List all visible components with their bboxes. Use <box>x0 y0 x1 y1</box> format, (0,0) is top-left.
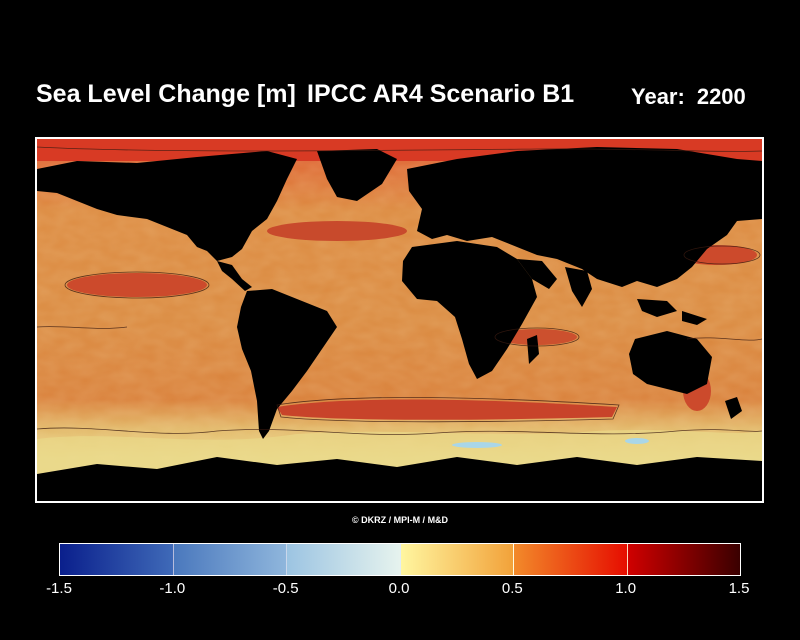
colorbar-tick-label: 0.0 <box>388 580 410 597</box>
sea-level-map <box>35 137 764 503</box>
colorbar-segment <box>514 544 628 575</box>
map-title: Sea Level Change [m] <box>36 80 296 108</box>
credit-text: © DKRZ / MPI-M / M&D <box>351 515 449 525</box>
colorbar-segment <box>60 544 174 575</box>
colorbar-segment <box>287 544 401 575</box>
low-anomaly-patch <box>452 442 502 448</box>
scenario-title: IPCC AR4 Scenario B1 <box>307 80 575 108</box>
colorbar-segment <box>627 544 740 575</box>
colorbar-tick-label: 1.5 <box>728 580 750 597</box>
colorbar-segment <box>173 544 287 575</box>
contour-lines <box>37 146 762 435</box>
colorbar-tick-label: -1.0 <box>159 580 186 597</box>
low-anomaly-patch-2 <box>625 438 649 444</box>
year-label: Year: <box>631 84 685 109</box>
land-masses <box>37 147 762 501</box>
colorbar-segment <box>400 544 514 575</box>
world-map-svg <box>37 139 762 501</box>
colorbar-tick-label: 1.0 <box>615 580 637 597</box>
year-value: 2200 <box>696 84 746 109</box>
colorbar-tick-label: 0.5 <box>501 580 523 597</box>
colorbar-tick-label: -0.5 <box>272 580 299 597</box>
colorbar <box>59 543 741 576</box>
colorbar-tick-label: -1.5 <box>46 580 72 597</box>
year-display: Year: 2200 <box>631 84 746 110</box>
